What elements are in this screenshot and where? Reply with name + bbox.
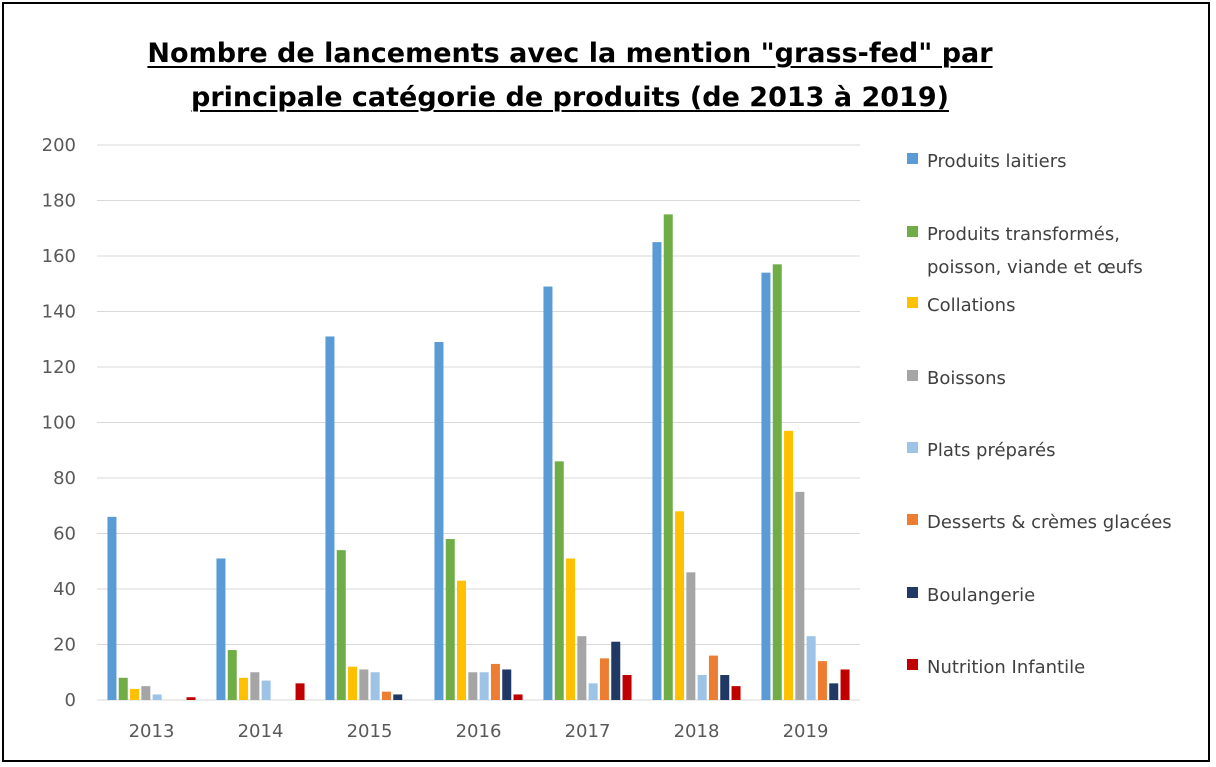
bar-2019-series-3: [795, 491, 805, 700]
y-tick-label: 140: [42, 302, 76, 323]
legend-label: Collations: [927, 295, 1015, 316]
bars: [107, 214, 850, 700]
y-tick-label: 120: [42, 357, 76, 378]
y-tick-label: 40: [53, 579, 76, 600]
chart-title: Nombre de lancements avec la mention "gr…: [40, 32, 1100, 120]
bar-2015-series-0: [325, 336, 335, 700]
bar-2014-series-2: [239, 677, 249, 700]
legend-label: Desserts & crèmes glacées: [927, 512, 1172, 533]
legend-swatch: [907, 370, 918, 381]
y-tick-label: 200: [42, 135, 76, 156]
bar-2013-series-0: [107, 516, 117, 700]
legend-swatch: [907, 442, 918, 453]
y-tick-label: 180: [42, 191, 76, 212]
bar-2019-series-5: [817, 661, 827, 700]
bar-2013-series-7: [186, 697, 196, 700]
legend-label: Produits transformés,: [927, 224, 1120, 245]
bar-2013-series-3: [141, 686, 151, 700]
bar-2017-series-4: [588, 683, 598, 700]
bar-2016-series-0: [434, 342, 444, 700]
bar-2019-series-2: [784, 430, 794, 700]
legend-label: Produits laitiers: [927, 151, 1067, 172]
bar-2018-series-1: [663, 214, 673, 700]
bar-2015-series-4: [370, 672, 380, 700]
bar-2014-series-0: [216, 558, 226, 700]
bar-2017-series-0: [543, 286, 553, 700]
bar-2016-series-2: [457, 580, 467, 700]
bar-2015-series-3: [359, 669, 369, 700]
bar-2018-series-5: [708, 655, 718, 700]
bar-2018-series-7: [731, 686, 741, 700]
bar-2015-series-2: [348, 666, 358, 700]
bar-2019-series-6: [829, 683, 839, 700]
bar-2015-series-6: [393, 694, 403, 700]
legend-swatch: [907, 659, 918, 670]
bar-2016-series-4: [479, 672, 489, 700]
bar-2014-series-3: [250, 672, 260, 700]
legend-swatch: [907, 153, 918, 164]
bar-2018-series-6: [720, 675, 730, 700]
y-tick-label: 0: [65, 690, 76, 711]
chart-title-line-2: principale catégorie de produits (de 201…: [191, 82, 949, 113]
bar-2013-series-4: [152, 694, 162, 700]
bar-2017-series-2: [566, 558, 576, 700]
bar-2017-series-1: [554, 461, 564, 700]
bar-2018-series-2: [675, 511, 685, 700]
bar-2016-series-1: [445, 539, 455, 700]
bar-2016-series-7: [513, 694, 523, 700]
bar-2013-series-2: [130, 688, 140, 700]
bar-2014-series-7: [295, 683, 305, 700]
bar-2017-series-3: [577, 636, 587, 700]
bar-2014-series-1: [227, 650, 237, 700]
legend-label: Boissons: [927, 368, 1006, 389]
x-tick-label: 2018: [674, 721, 720, 742]
y-tick-label: 60: [53, 524, 76, 545]
y-tick-label: 80: [53, 468, 76, 489]
bar-2019-series-4: [806, 636, 816, 700]
bar-2017-series-5: [599, 658, 609, 700]
bar-2019-series-7: [840, 669, 850, 700]
legend-swatch: [907, 587, 918, 598]
legend-swatch: [907, 226, 918, 237]
legend: Produits laitiers Produits transformés, po…: [907, 151, 1172, 678]
bar-2017-series-7: [622, 675, 632, 700]
y-tick-label: 100: [42, 413, 76, 434]
bar-2015-series-1: [336, 550, 346, 700]
bar-2017-series-6: [611, 641, 621, 700]
bar-2016-series-5: [490, 663, 500, 700]
bar-2019-series-0: [761, 272, 771, 700]
x-tick-label: 2016: [456, 721, 502, 742]
chart-title-line-1: Nombre de lancements avec la mention "gr…: [147, 38, 993, 69]
bar-2013-series-1: [118, 677, 128, 700]
y-tick-label: 20: [53, 635, 76, 656]
x-tick-label: 2014: [238, 721, 284, 742]
bar-2016-series-3: [468, 672, 478, 700]
bar-2018-series-0: [652, 242, 662, 700]
bar-2014-series-4: [261, 680, 271, 700]
legend-label: Boulangerie: [927, 585, 1035, 606]
y-tick-label: 160: [42, 246, 76, 267]
x-tick-label: 2019: [783, 721, 829, 742]
bar-2019-series-1: [772, 264, 782, 700]
legend-label: Nutrition Infantile: [927, 657, 1085, 678]
legend-swatch: [907, 297, 918, 308]
bar-2016-series-6: [502, 669, 512, 700]
legend-swatch: [907, 514, 918, 525]
bar-2018-series-3: [686, 572, 696, 700]
gridlines: [97, 144, 860, 701]
x-tick-label: 2013: [129, 721, 175, 742]
legend-label: Plats préparés: [927, 440, 1055, 461]
bar-2015-series-5: [381, 691, 391, 700]
bar-2018-series-4: [697, 675, 707, 700]
x-tick-label: 2015: [347, 721, 393, 742]
x-axis: 2013 2014 2015 2016 2017 2018 2019: [129, 721, 829, 742]
y-axis: 0 20 40 60 80 100 120 140 160 180 200: [42, 135, 76, 711]
x-tick-label: 2017: [565, 721, 611, 742]
legend-label: poisson, viande et œufs: [927, 257, 1143, 278]
